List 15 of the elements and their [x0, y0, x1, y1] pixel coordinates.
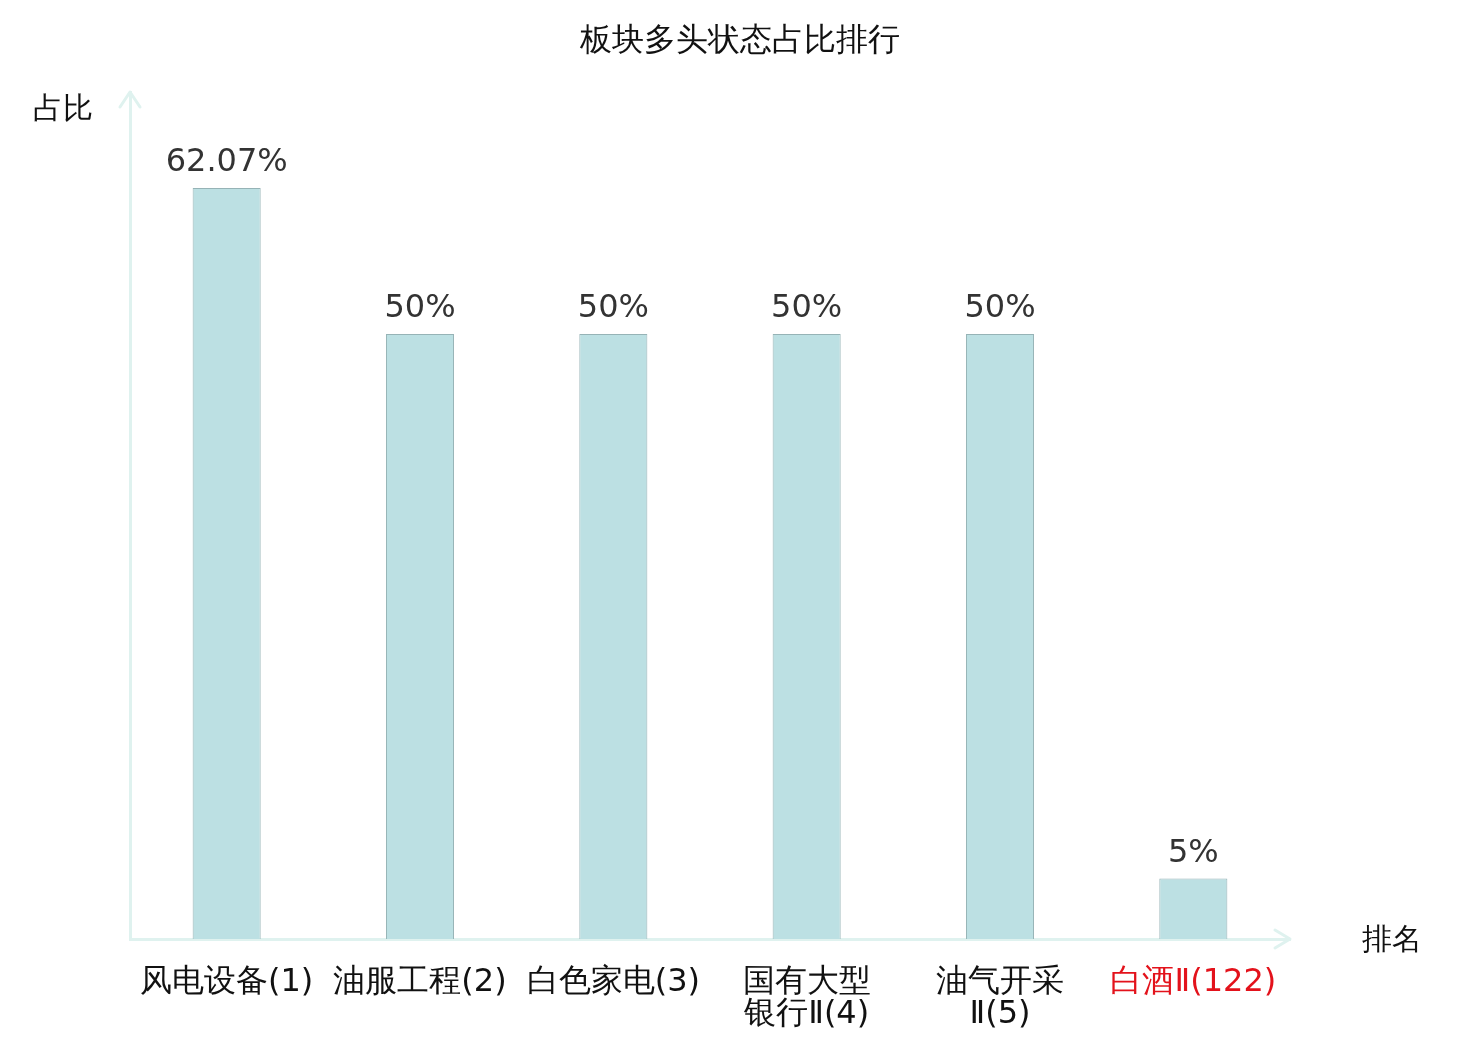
x-tick-label: 油服工程(2)	[333, 961, 507, 1000]
x-tick-label: 白色家电(3)	[526, 961, 700, 1000]
data-label: 50%	[384, 287, 456, 325]
data-label: 50%	[964, 287, 1036, 325]
data-label: 62.07%	[165, 140, 288, 179]
y-axis-title: 占比	[33, 89, 93, 125]
data-label: 50%	[771, 287, 843, 325]
data-label: 50%	[577, 287, 649, 325]
data-label: 5%	[1167, 831, 1219, 870]
x-tick-label: 风电设备(1)	[140, 961, 314, 1000]
x-tick-label: 白酒Ⅱ(122)	[1110, 961, 1277, 1000]
x-tick-label: 油气开采Ⅱ(5)	[936, 961, 1064, 1032]
x-axis-title: 排名	[1362, 920, 1422, 956]
chart-title: 板块多头状态占比排行	[579, 20, 900, 59]
x-tick-label: 国有大型银行Ⅱ(4)	[742, 961, 871, 1032]
